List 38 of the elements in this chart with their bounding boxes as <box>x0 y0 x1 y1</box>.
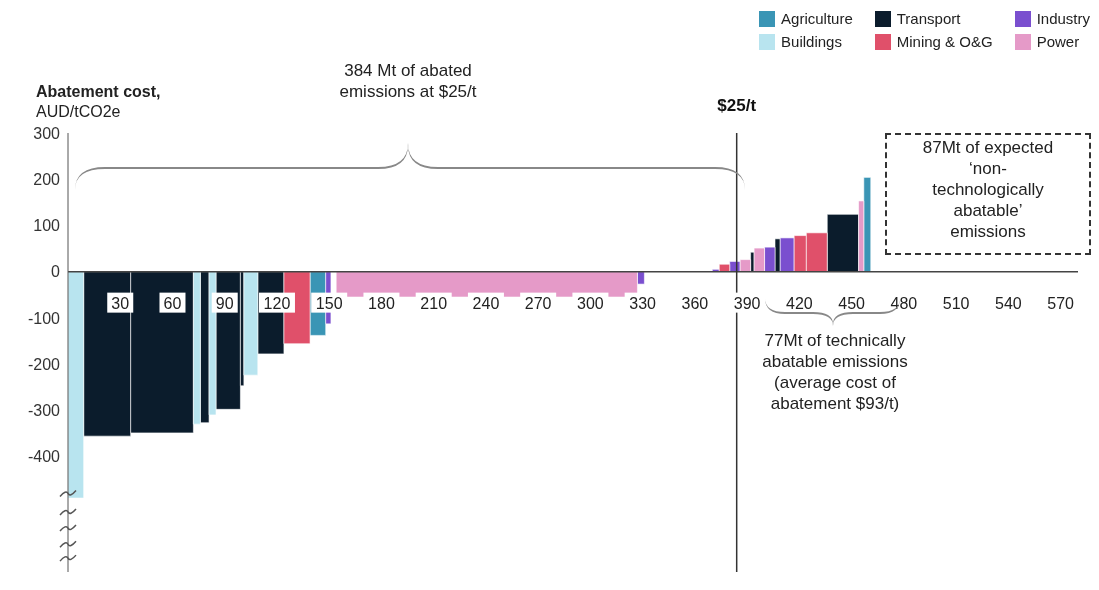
x-tick-label: 540 <box>994 294 1022 312</box>
x-tick-label: 330 <box>629 294 657 312</box>
x-tick-label: 270 <box>524 294 552 312</box>
text: 384 Mt of abated emissions at $25/t <box>338 60 478 102</box>
y-tick-label: 0 <box>51 263 61 281</box>
x-tick-label: 480 <box>890 294 918 312</box>
legend-label: Power <box>1036 33 1080 50</box>
x-tick-label: 240 <box>472 294 500 312</box>
y-axis-title: Abatement cost, AUD/tCO2e <box>36 82 161 122</box>
legend-label: Mining & O&G <box>896 33 993 50</box>
x-tick-label: 90 <box>215 294 234 312</box>
x-tick-label: 450 <box>838 294 866 312</box>
x-tick-label: 150 <box>315 294 343 312</box>
legend-label: Industry <box>1036 10 1090 27</box>
x-tick-label: 120 <box>263 294 291 312</box>
ref-line-label: $25/t <box>717 96 757 115</box>
annotation: 87Mt of expected ‘non-technologically abatable’ emissions <box>885 133 1091 255</box>
x-tick-label: 300 <box>577 294 604 312</box>
y-tick-label: 300 <box>33 124 61 142</box>
y-tick-label: -300 <box>27 401 61 419</box>
y-tick-label: 100 <box>33 217 61 235</box>
x-tick-label: 180 <box>368 294 395 312</box>
x-tick-label: 570 <box>1047 294 1075 312</box>
y-tick-label: -100 <box>27 309 61 327</box>
y-tick-label: -200 <box>27 355 61 373</box>
x-tick-label: 390 <box>733 294 761 312</box>
legend-label: Buildings <box>781 33 842 50</box>
x-tick-label: 510 <box>942 294 970 312</box>
y-tick-label: -400 <box>27 448 61 466</box>
x-tick-label: 420 <box>786 294 813 312</box>
legend-label: Agriculture <box>781 10 853 27</box>
x-tick-label: 360 <box>681 294 709 312</box>
annotation: 77Mt of technically abatable emissions (average cost of abatement $93/t) <box>761 330 909 414</box>
legend-label: Transport <box>896 10 961 27</box>
y-tick-label: 200 <box>33 170 61 188</box>
x-tick-label: 30 <box>111 294 130 312</box>
x-tick-label: 210 <box>420 294 448 312</box>
x-tick-label: 60 <box>163 294 182 312</box>
